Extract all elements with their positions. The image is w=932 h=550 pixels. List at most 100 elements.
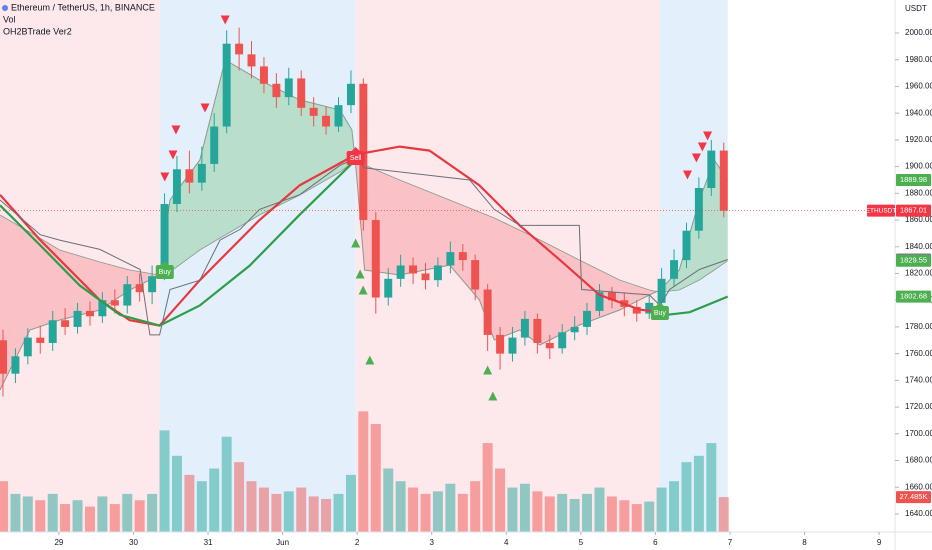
candle-body: [446, 252, 455, 266]
candle-body: [409, 265, 418, 274]
x-tick-label: Jun: [276, 538, 289, 547]
candle-body: [496, 334, 505, 354]
volume-bar: [358, 411, 369, 532]
price-badge-label: 1867.01: [900, 206, 927, 215]
y-tick-label: 1660.00: [905, 482, 932, 491]
band-fill: [170, 160, 200, 273]
volume-bar: [544, 496, 555, 532]
volume-bar: [656, 487, 667, 532]
chart-title: Ethereum / TetherUS, 1h, BINANCE: [11, 2, 155, 12]
candle-body: [508, 337, 517, 354]
candle-body: [61, 320, 70, 327]
sell-marker: [691, 153, 701, 163]
candle-body: [471, 260, 480, 290]
candle-body: [657, 278, 666, 303]
candle-body: [719, 150, 728, 211]
x-tick-label: 2: [355, 538, 360, 547]
candle-body: [222, 43, 231, 127]
candle-body: [483, 289, 492, 335]
volume-bar: [296, 487, 307, 532]
candle-body: [135, 284, 144, 293]
signal-label-pointer: [160, 261, 169, 266]
signal-label: Buy: [159, 269, 172, 276]
candle-body: [98, 300, 107, 317]
y-tick-label: 1700.00: [905, 429, 932, 438]
volume-bar: [383, 468, 394, 532]
volume-bar: [606, 496, 617, 532]
candle-body: [682, 230, 691, 261]
volume-bar: [420, 493, 431, 532]
symbol-badge-label: ETHUSDT: [866, 207, 897, 214]
candle-body: [570, 326, 579, 333]
volume-bar: [60, 504, 71, 532]
volume-bar: [519, 483, 530, 532]
volume-bar: [109, 504, 120, 532]
candle-body: [172, 169, 181, 205]
candle-body: [309, 107, 318, 116]
signal-label-bg: [346, 151, 365, 166]
x-tick-label: 31: [204, 538, 213, 547]
y-tick-label: 1740.00: [905, 375, 932, 384]
volume-bar: [333, 493, 344, 532]
x-tick-label: 7: [728, 538, 733, 547]
candle-body: [297, 78, 306, 108]
x-tick-label: 5: [579, 538, 584, 547]
volume-bar: [644, 501, 655, 532]
symbol-icon: [2, 5, 8, 11]
candle-body: [545, 342, 554, 349]
volume-bar: [72, 500, 83, 532]
price-badge-label: 1802.68: [900, 292, 927, 301]
x-tick-label: 3: [429, 538, 434, 547]
y-tick-label: 1900.00: [905, 162, 932, 171]
band-fill: [225, 59, 260, 236]
candle-body: [259, 66, 268, 84]
volume-bar: [321, 498, 332, 532]
signal-label-pointer: [351, 147, 360, 152]
axes: 1640.00 1660.00 1680.00 1700.00 1720.00 1740.…: [54, 28, 932, 547]
volume-bar: [221, 436, 232, 532]
candle-body: [235, 43, 244, 55]
candle-body: [160, 204, 169, 277]
price-badge-label: 1829.55: [900, 256, 927, 265]
volume-bar: [718, 497, 729, 532]
buy-marker: [358, 285, 368, 295]
sell-marker: [171, 125, 181, 135]
y-tick-label: 1880.00: [905, 188, 932, 197]
volume-bar: [557, 493, 568, 532]
candle-body: [210, 126, 219, 164]
x-tick-label: 4: [504, 538, 509, 547]
y-tick-label: 1940.00: [905, 108, 932, 117]
volume-bar: [457, 493, 468, 532]
candle-body: [185, 169, 194, 183]
signal-label: Buy: [654, 310, 667, 317]
volume-bar: [495, 468, 506, 532]
candle-body: [396, 265, 405, 279]
y-tick-label: 1860.00: [905, 215, 932, 224]
band-fill: [539, 239, 580, 345]
buy-marker: [483, 365, 493, 375]
signal-zone: [355, 0, 660, 532]
candle-body: [334, 105, 343, 127]
candle-body: [632, 306, 641, 314]
y-tick-label: 1960.00: [905, 82, 932, 91]
volume-bar: [432, 491, 443, 532]
volume-bar: [395, 481, 406, 532]
candle-body: [247, 54, 256, 67]
candle-body: [36, 337, 45, 343]
x-tick-label: 9: [877, 538, 882, 547]
volume-bar: [171, 455, 182, 532]
buy-marker: [365, 355, 375, 365]
volume-bar: [184, 474, 195, 532]
candle-body: [272, 83, 281, 98]
signal-label: Sell: [350, 155, 362, 162]
volume-bar: [35, 500, 46, 532]
axis-unit: USDT: [905, 4, 927, 13]
band-fill: [99, 261, 130, 310]
y-tick-label: 1680.00: [905, 456, 932, 465]
price-badge: [896, 204, 931, 217]
volume-bar: [147, 493, 158, 532]
band-fill: [364, 164, 400, 275]
y-tick-label: 1820.00: [905, 269, 932, 278]
indicator-name: Vol: [3, 14, 16, 24]
candle-body: [595, 292, 604, 311]
